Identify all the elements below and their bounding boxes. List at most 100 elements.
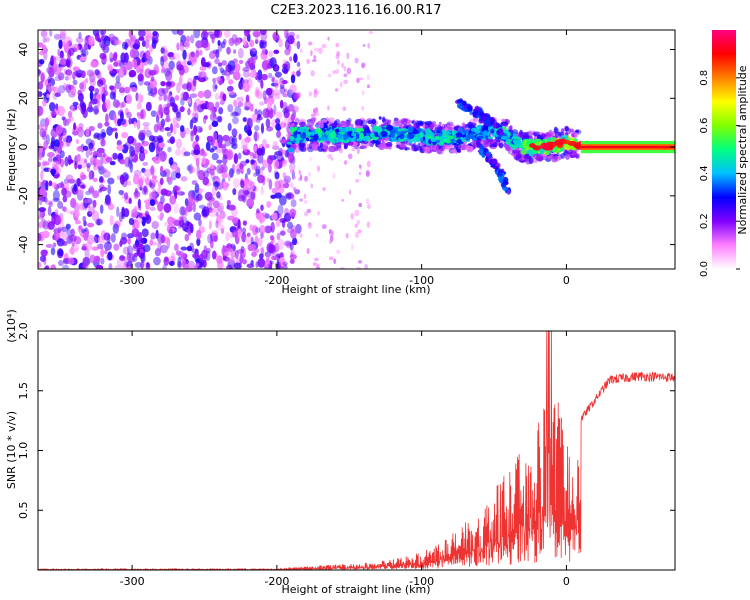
- heatmap-cell: [138, 177, 144, 187]
- heatmap-cell: [110, 72, 116, 78]
- heatmap-cell: [247, 117, 253, 129]
- heatmap-cell: [214, 58, 220, 65]
- heatmap-cell: [498, 176, 504, 184]
- heatmap-cell: [91, 210, 99, 222]
- heatmap-cell: [295, 223, 302, 234]
- heatmap-cell: [183, 209, 188, 216]
- heatmap-cell: [68, 47, 75, 56]
- heatmap-cell: [101, 92, 106, 103]
- heatmap-cell: [413, 142, 417, 149]
- heatmap-cell: [226, 247, 233, 253]
- heatmap-cell: [38, 180, 42, 188]
- heatmap-cell: [39, 187, 46, 198]
- heatmap-cell: [119, 240, 123, 247]
- heatmap-cell: [232, 116, 239, 125]
- heatmap-cell: [162, 168, 171, 178]
- heatmap-cell: [156, 110, 161, 116]
- heatmap-cell: [178, 216, 184, 221]
- spectrogram-y-tick-label: -40: [17, 236, 30, 254]
- heatmap-cell: [150, 232, 156, 240]
- heatmap-cell: [96, 147, 105, 154]
- heatmap-cell: [124, 42, 129, 49]
- heatmap-cell: [553, 126, 558, 134]
- heatmap-cell: [488, 144, 497, 148]
- heatmap-cell: [319, 142, 324, 148]
- heatmap-cell: [217, 224, 225, 231]
- heatmap-cell: [185, 205, 193, 213]
- heatmap-cell: [520, 148, 527, 155]
- heatmap-cell: [564, 134, 569, 141]
- heatmap-cell: [188, 195, 196, 207]
- heatmap-cell: [53, 228, 61, 234]
- heatmap-cell: [274, 171, 280, 180]
- heatmap-cell: [129, 38, 133, 49]
- heatmap-cell: [206, 101, 215, 111]
- heatmap-cell: [84, 248, 90, 260]
- heatmap-cell: [256, 147, 263, 156]
- heatmap-cell: [45, 264, 50, 269]
- heatmap-cell: [218, 141, 223, 149]
- heatmap-cell: [266, 126, 274, 132]
- heatmap-cell: [328, 229, 332, 234]
- heatmap-cell: [65, 69, 73, 76]
- heatmap-cell: [157, 186, 162, 196]
- heatmap-cell: [150, 110, 157, 117]
- heatmap-cell: [348, 123, 353, 129]
- heatmap-cell: [135, 92, 139, 102]
- heatmap-cell: [421, 146, 427, 151]
- heatmap-cell: [75, 138, 79, 145]
- heatmap-cell: [361, 105, 364, 111]
- snr-axes: -300 -200 -100 0 0.5 1.0 1.5 2.0: [17, 322, 675, 588]
- heatmap-cell: [176, 82, 181, 94]
- heatmap-cell: [176, 42, 180, 51]
- heatmap-cell: [102, 45, 110, 54]
- heatmap-cell: [195, 40, 203, 49]
- heatmap-cell: [98, 164, 103, 170]
- heatmap-cell: [560, 153, 566, 159]
- heatmap-cell: [38, 90, 41, 98]
- heatmap-cell: [231, 111, 240, 117]
- heatmap-cell: [366, 160, 371, 168]
- heatmap-cell: [486, 137, 493, 145]
- heatmap-cell: [139, 68, 144, 74]
- heatmap-cell: [167, 146, 172, 153]
- heatmap-cell: [278, 195, 287, 206]
- heatmap-cell: [118, 189, 124, 196]
- heatmap-cell: [58, 212, 64, 223]
- heatmap-cell: [316, 264, 320, 268]
- heatmap-cell: [317, 128, 323, 134]
- heatmap-cell: [100, 128, 106, 140]
- heatmap-cell: [82, 215, 87, 223]
- heatmap-cell: [88, 101, 93, 112]
- heatmap-cell: [215, 101, 220, 109]
- heatmap-cell: [447, 135, 455, 140]
- heatmap-cell: [48, 101, 56, 112]
- heatmap-cell: [355, 133, 360, 137]
- heatmap-cell: [186, 245, 193, 252]
- heatmap-cell: [55, 228, 64, 239]
- heatmap-cell: [314, 106, 319, 114]
- heatmap-cell: [179, 125, 185, 133]
- heatmap-cell: [267, 263, 272, 269]
- heatmap-cell: [282, 160, 287, 167]
- heatmap-cell: [74, 244, 79, 252]
- heatmap-cell: [332, 172, 336, 179]
- heatmap-cell: [219, 67, 225, 74]
- heatmap-cell: [80, 174, 87, 180]
- heatmap-cell: [132, 243, 139, 249]
- heatmap-cell: [212, 206, 219, 213]
- heatmap-cell: [269, 155, 277, 161]
- heatmap-cell: [364, 263, 369, 269]
- heatmap-cell: [127, 245, 134, 255]
- heatmap-cell: [236, 38, 241, 45]
- heatmap-cell: [68, 234, 77, 242]
- heatmap-cell: [224, 251, 230, 257]
- heatmap-cell: [483, 130, 488, 137]
- heatmap-cell: [174, 108, 182, 115]
- heatmap-cell: [96, 218, 101, 226]
- heatmap-cell: [74, 69, 79, 77]
- heatmap-cell: [415, 123, 420, 129]
- heatmap-cell: [250, 159, 256, 164]
- heatmap-cell: [278, 38, 283, 48]
- heatmap-cell: [105, 156, 113, 163]
